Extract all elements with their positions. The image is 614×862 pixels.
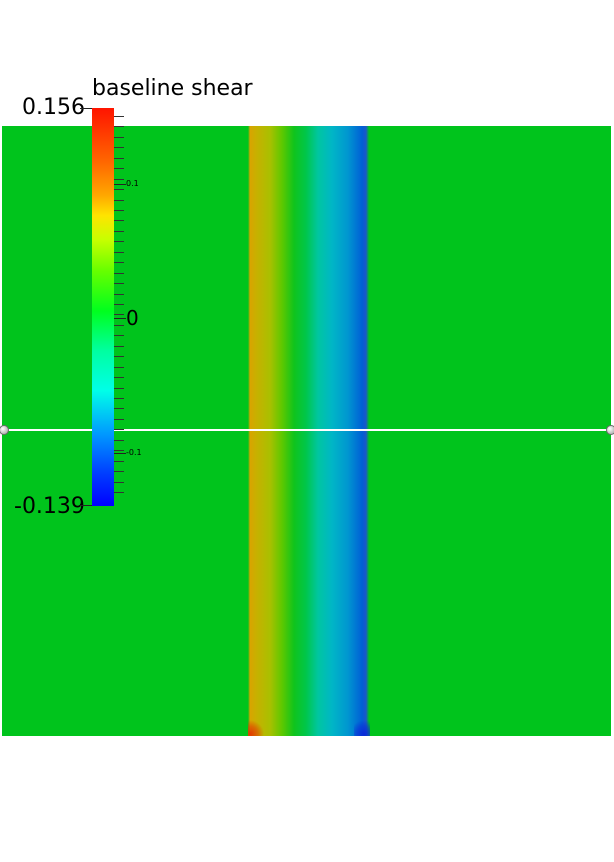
- legend-tick: [114, 168, 124, 169]
- legend-tick: [114, 335, 124, 336]
- legend-tick: [114, 231, 124, 232]
- legend-tick: [114, 482, 124, 483]
- legend-tick: [114, 325, 124, 326]
- legend-tick: [114, 273, 124, 274]
- legend-min-label: -0.139: [14, 494, 85, 519]
- legend-tick: [114, 388, 124, 389]
- shear-band-hotspot-negative: [354, 714, 370, 736]
- legend-tick: [114, 346, 124, 347]
- legend-tick: [114, 419, 124, 420]
- legend-tick: [114, 241, 124, 242]
- legend-tick: [114, 450, 124, 451]
- legend-tick: [114, 126, 124, 127]
- sphere-handle-icon[interactable]: [606, 425, 614, 435]
- legend-tick: [114, 200, 124, 201]
- legend-tick: [114, 116, 124, 117]
- shear-band-hotspot-positive: [248, 714, 264, 736]
- legend-tick: [114, 429, 124, 430]
- legend-tick: [114, 158, 124, 159]
- legend-tick: [114, 262, 124, 263]
- legend-tick: [114, 283, 124, 284]
- legend-tick: [114, 408, 124, 409]
- legend-min-dash: [80, 505, 92, 506]
- legend-major-tick: [114, 184, 126, 185]
- legend-annotation-upper: 0.1: [126, 179, 139, 188]
- legend-annotation-lower: -0.1: [126, 448, 142, 457]
- legend-tick: [114, 398, 124, 399]
- legend-tick: [114, 252, 124, 253]
- legend-tick: [114, 147, 124, 148]
- sphere-handle-icon[interactable]: [0, 425, 9, 435]
- legend-tick: [114, 137, 124, 138]
- legend-tick: [114, 210, 124, 211]
- legend-color-bar: [92, 108, 114, 506]
- legend-annotation-zero: 0: [126, 306, 139, 330]
- legend-tick: [114, 492, 124, 493]
- legend-major-tick: [114, 318, 126, 319]
- legend-max-dash: [80, 108, 92, 109]
- legend-tick: [114, 314, 124, 315]
- legend-title: baseline shear: [92, 76, 253, 101]
- legend-tick: [114, 356, 124, 357]
- legend-tick: [114, 440, 124, 441]
- legend-tick: [114, 220, 124, 221]
- legend-tick: [114, 461, 124, 462]
- legend-major-tick: [114, 453, 126, 454]
- legend-tick: [114, 377, 124, 378]
- legend-tick: [114, 304, 124, 305]
- legend-tick: [114, 179, 124, 180]
- legend-max-label: 0.156: [22, 95, 85, 120]
- legend-tick: [114, 189, 124, 190]
- legend-tick: [114, 471, 124, 472]
- probe-line-widget[interactable]: [4, 429, 610, 431]
- legend-tick: [114, 367, 124, 368]
- legend-tick: [114, 294, 124, 295]
- shear-band: [248, 126, 370, 736]
